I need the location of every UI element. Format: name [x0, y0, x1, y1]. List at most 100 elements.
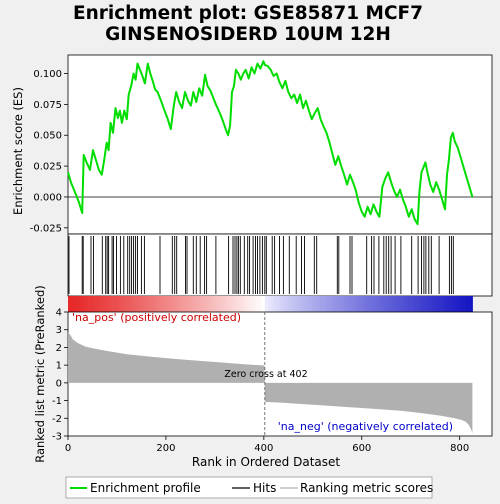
ranking-y-tick-label: -3 [52, 432, 62, 443]
color-bar-segment [191, 296, 195, 312]
color-bar-segment [397, 296, 401, 312]
enrichment-profile-line [67, 60, 474, 226]
color-bar-segment [423, 296, 427, 312]
zero-cross-label: Zero cross at 402 [224, 369, 307, 380]
color-bar-segment [344, 296, 348, 312]
es-y-tick-label: 0.000 [33, 192, 62, 203]
color-bar-segment [135, 296, 139, 312]
color-bar-segment [400, 296, 404, 312]
color-bar-segment [408, 296, 413, 312]
color-bar-segment [329, 296, 333, 312]
color-bar-segment [402, 296, 407, 312]
ranking-y-axis-label: Ranked list metric (PreRanked) [33, 285, 47, 463]
color-bar-segment [420, 296, 424, 312]
color-bar-segment [132, 296, 136, 312]
color-bar-segment [103, 296, 107, 312]
color-bar-segment [117, 296, 122, 312]
color-bar-segment [347, 296, 351, 312]
color-bar-segment [320, 296, 324, 312]
color-bar-segment [464, 296, 468, 312]
color-bar-segment [203, 296, 207, 312]
x-tick-label: 0 [65, 443, 71, 454]
color-bar-segment [323, 296, 327, 312]
es-y-axis: -0.025 0.000 0.025 0.050 0.075 0.100 [30, 69, 68, 234]
color-bar-segment [367, 296, 371, 312]
color-bar-segment [426, 296, 430, 312]
color-bar-segment [303, 296, 307, 312]
color-bar-segment [170, 296, 175, 312]
chart-title-line2: GINSENOSIDERD 10UM 12H [105, 24, 391, 45]
color-bar-segment [438, 296, 442, 312]
x-tick-label: 400 [254, 443, 273, 454]
color-bar-segment [256, 296, 260, 312]
color-bar-segment [358, 296, 363, 312]
color-bar-segment [129, 296, 133, 312]
color-bar-segment [206, 296, 210, 312]
pos-correlated-label: 'na_pos' (positively correlated) [72, 311, 241, 324]
color-bar-segment [405, 296, 410, 312]
color-bar-segment [388, 296, 392, 312]
color-bar-segment [126, 296, 131, 312]
color-bar-segment [88, 296, 92, 312]
color-bar-segment [338, 296, 342, 312]
color-bar-segment [335, 296, 339, 312]
color-bar-segment [194, 296, 198, 312]
color-bar-segment [379, 296, 383, 312]
color-bar-segment [144, 296, 148, 312]
legend: Enrichment profile Hits Ranking metric s… [65, 476, 433, 499]
color-bar-segment [188, 296, 192, 312]
x-tick-label: 200 [156, 443, 175, 454]
color-bar-segment [82, 296, 86, 312]
color-bar-segment [253, 296, 257, 312]
color-bar-segment [197, 296, 201, 312]
color-bar-segment [164, 296, 169, 312]
color-bar-segment [370, 296, 374, 312]
color-bar-segment [85, 296, 89, 312]
ranking-plot-area [68, 312, 473, 436]
es-plot-area [67, 60, 492, 226]
legend-enrichment-label: Enrichment profile [90, 481, 201, 495]
es-y-tick-label: 0.050 [33, 131, 62, 142]
color-bar-segment [447, 296, 451, 312]
color-bar-segment [332, 296, 336, 312]
color-bar-segment [282, 296, 286, 312]
es-y-tick-label: -0.025 [30, 223, 62, 234]
color-bar-segment [250, 296, 254, 312]
color-bar-segment [264, 296, 269, 312]
color-bar-segment [350, 296, 354, 312]
color-bar-segment [179, 296, 183, 312]
color-bar-segment [217, 296, 222, 312]
color-bar-segment [73, 296, 78, 312]
color-bar-segment [297, 296, 301, 312]
color-bar-segment [276, 296, 280, 312]
color-bar-segment [141, 296, 145, 312]
color-bar-segment [270, 296, 274, 312]
color-bar-segment [261, 296, 266, 312]
color-bar-segment [417, 296, 421, 312]
color-bar-segment [147, 296, 151, 312]
es-y-tick-label: 0.075 [33, 100, 62, 111]
color-bar-segment [341, 296, 345, 312]
color-bar-segment [461, 296, 465, 312]
color-bar-segment [305, 296, 310, 312]
color-bar-segment [267, 296, 272, 312]
color-bar-segment [238, 296, 242, 312]
color-bar-segment [373, 296, 377, 312]
color-bar-segment [156, 296, 160, 312]
color-bar-segment [182, 296, 186, 312]
color-bar-segment [291, 296, 295, 312]
color-bar-segment [241, 296, 245, 312]
color-bar-segment [229, 296, 233, 312]
ranking-metric-area [68, 332, 473, 434]
color-bar-segment [162, 296, 166, 312]
color-bar-segment [115, 296, 119, 312]
color-bar-segment [138, 296, 142, 312]
color-bar-segment [232, 296, 236, 312]
color-bar-segment [411, 296, 415, 312]
color-bar-segment [455, 296, 460, 312]
color-bar-segment [391, 296, 395, 312]
color-bar-segment [106, 296, 110, 312]
color-bar-segment [458, 296, 462, 312]
color-bar-segment [308, 296, 313, 312]
color-bar-segment [91, 296, 95, 312]
